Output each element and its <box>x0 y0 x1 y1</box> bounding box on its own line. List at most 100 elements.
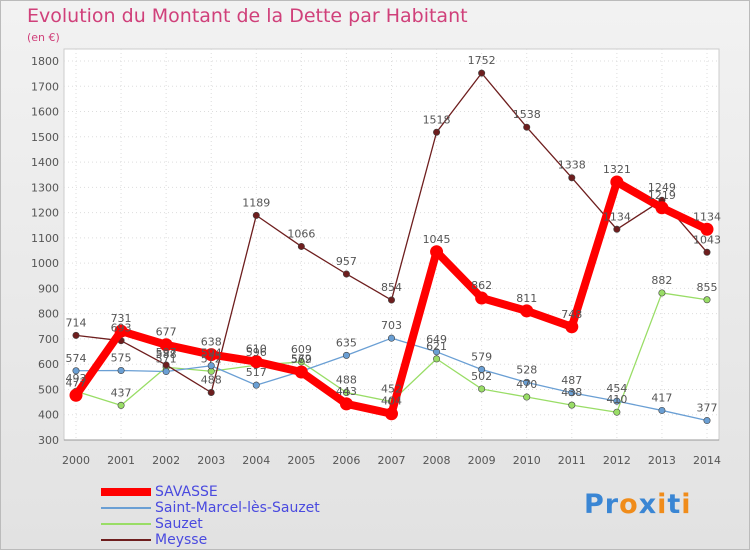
legend-swatch <box>101 507 151 509</box>
data-label: 1043 <box>693 233 721 246</box>
y-tick-label: 1100 <box>31 232 59 245</box>
legend-item: Meysse <box>101 532 320 548</box>
data-point <box>117 367 125 375</box>
data-point <box>520 304 534 318</box>
data-label: 811 <box>516 292 537 305</box>
data-label: 1219 <box>648 189 676 202</box>
legend-item: Saint-Marcel-lès-Sauzet <box>101 500 320 516</box>
legend-item: SAVASSE <box>101 484 320 500</box>
x-tick-label: 2003 <box>197 454 225 467</box>
y-tick-label: 1200 <box>31 207 59 220</box>
legend-swatch <box>101 539 151 541</box>
legend-label: Sauzet <box>155 516 203 532</box>
data-label: 693 <box>111 322 132 335</box>
data-point <box>565 320 579 334</box>
data-label: 703 <box>381 319 402 332</box>
data-label: 569 <box>291 353 312 366</box>
y-tick-label: 400 <box>38 409 59 422</box>
logo-letter: t <box>667 489 682 520</box>
data-label: 588 <box>156 348 177 361</box>
data-label: 528 <box>516 363 537 376</box>
data-label: 1134 <box>693 210 721 223</box>
logo-letter: x <box>638 489 658 520</box>
data-label: 609 <box>291 343 312 356</box>
data-point <box>523 123 531 131</box>
y-tick-label: 1800 <box>31 55 59 68</box>
data-label: 855 <box>697 281 718 294</box>
legend-label: Saint-Marcel-lès-Sauzet <box>155 500 320 516</box>
data-point <box>207 362 215 370</box>
data-point <box>387 296 395 304</box>
data-label: 454 <box>606 382 627 395</box>
chart-subtitle: (en €) <box>27 31 60 44</box>
data-label: 443 <box>336 385 357 398</box>
data-label: 1249 <box>648 181 676 194</box>
data-label: 638 <box>201 336 222 349</box>
y-tick-label: 1600 <box>31 106 59 119</box>
data-label: 571 <box>156 353 177 366</box>
x-tick-label: 2012 <box>603 454 631 467</box>
x-tick-label: 2007 <box>378 454 406 467</box>
data-label: 575 <box>111 352 132 365</box>
y-tick-label: 700 <box>38 333 59 346</box>
data-point <box>433 355 441 363</box>
data-label: 1338 <box>558 159 586 172</box>
data-label: 1538 <box>513 108 541 121</box>
data-point <box>207 388 215 396</box>
data-point <box>433 348 441 356</box>
data-point <box>478 69 486 77</box>
data-label: 594 <box>201 347 222 360</box>
data-point <box>430 245 444 259</box>
data-label: 437 <box>111 386 132 399</box>
data-label: 404 <box>381 395 402 408</box>
legend-item: Sauzet <box>101 516 320 532</box>
y-tick-label: 800 <box>38 308 59 321</box>
x-tick-label: 2005 <box>287 454 315 467</box>
logo-letter: r <box>604 489 620 520</box>
data-label: 470 <box>516 378 537 391</box>
y-tick-label: 300 <box>38 434 59 447</box>
data-point <box>162 368 170 376</box>
data-label: 854 <box>381 281 402 294</box>
y-tick-label: 1500 <box>31 131 59 144</box>
data-point <box>523 393 531 401</box>
data-point <box>613 397 621 405</box>
data-point <box>703 417 711 425</box>
data-point <box>655 201 669 215</box>
data-point <box>297 358 305 366</box>
data-label: 572 <box>291 352 312 365</box>
data-label: 572 <box>201 352 222 365</box>
data-point <box>610 175 624 189</box>
data-point <box>433 128 441 136</box>
x-tick-label: 2013 <box>648 454 676 467</box>
data-label: 438 <box>561 386 582 399</box>
data-point <box>568 401 576 409</box>
data-label: 748 <box>561 308 582 321</box>
y-tick-label: 1400 <box>31 156 59 169</box>
x-tick-label: 2011 <box>558 454 586 467</box>
legend-label: Meysse <box>155 532 208 548</box>
data-point <box>658 289 666 297</box>
data-point <box>69 388 83 402</box>
data-label: 677 <box>156 326 177 339</box>
legend-swatch <box>101 488 151 496</box>
x-tick-label: 2008 <box>423 454 451 467</box>
logo-letter: P <box>584 489 605 520</box>
data-point <box>72 367 80 375</box>
data-point <box>568 389 576 397</box>
data-point <box>478 385 486 393</box>
data-point <box>117 401 125 409</box>
data-label: 579 <box>471 351 492 364</box>
data-label: 621 <box>426 340 447 353</box>
data-label: 487 <box>561 374 582 387</box>
y-tick-label: 500 <box>38 383 59 396</box>
data-point <box>114 324 128 338</box>
data-label: 574 <box>66 352 87 365</box>
data-label: 493 <box>66 372 87 385</box>
data-label: 597 <box>156 346 177 359</box>
chart-title: Evolution du Montant de la Dette par Hab… <box>27 5 468 27</box>
data-point <box>387 334 395 342</box>
data-label: 649 <box>426 333 447 346</box>
